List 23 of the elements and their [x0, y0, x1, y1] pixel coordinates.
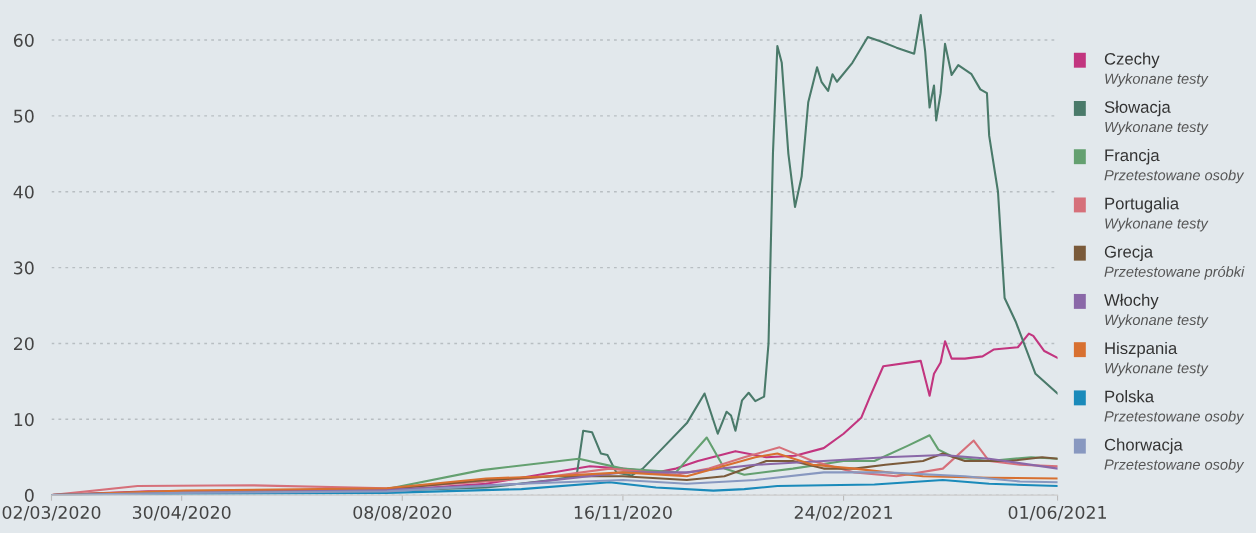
y-tick-label: 60 — [13, 33, 34, 47]
legend-label: Portugalia Wykonane testy — [1105, 197, 1209, 232]
legend-label: Hiszpania Wykonane testy — [1105, 341, 1209, 377]
legend-label: Słowacja Wykonane testy — [1104, 100, 1209, 135]
y-tick-label: 50 — [14, 109, 34, 123]
x-tick-label: 02/03/2020 — [2, 505, 101, 521]
legend-label: Czechy Wykonane testy — [1104, 52, 1209, 87]
line-series — [51, 471, 1058, 496]
y-tick-label: 10 — [14, 413, 34, 427]
x-tick-label: 30/04/2020 — [132, 505, 231, 521]
x-tick-label: 24/02/2021 — [794, 505, 892, 521]
legend-label: Polska Przetestowane osoby — [1104, 390, 1245, 425]
x-tick-label: 08/08/2020 — [353, 505, 452, 521]
y-tick-label: 20 — [14, 337, 34, 351]
x-tick-label: 16/11/2020 — [574, 505, 672, 521]
y-tick-label: 30 — [14, 261, 34, 275]
y-tick-label: 0 — [24, 488, 34, 502]
legend-label: Chorwacja Przetestowane osoby — [1104, 438, 1245, 473]
x-tick-label: 01/06/2021 — [1008, 505, 1106, 521]
y-tick-label: 40 — [13, 185, 34, 199]
legend-label: Włochy Wykonane testy — [1104, 293, 1209, 328]
legend-label: Grecja Przetestowane próbki — [1104, 245, 1245, 280]
legend-label: Francja Przetestowane osoby — [1104, 148, 1245, 184]
